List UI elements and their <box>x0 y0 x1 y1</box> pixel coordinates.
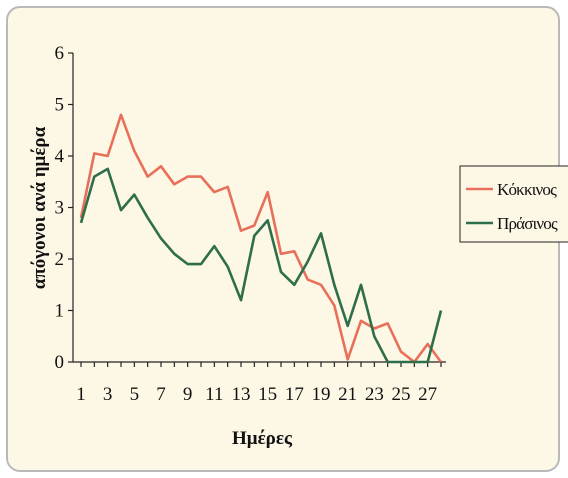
x-tick-label: 13 <box>232 384 251 405</box>
y-tick-label: 5 <box>55 95 65 116</box>
x-tick-label: 25 <box>392 384 411 405</box>
y-axis-title: απόγονοι ανά ημέρα <box>29 126 50 289</box>
y-tick-label: 4 <box>55 146 65 167</box>
legend-box <box>459 165 568 243</box>
x-tick-label: 27 <box>418 384 437 405</box>
x-axis-title: Ημέρες <box>232 428 293 449</box>
x-tick-label: 21 <box>338 384 357 405</box>
y-tick-label: 0 <box>55 352 65 373</box>
x-tick-label: 17 <box>285 384 304 405</box>
y-tick-label: 1 <box>55 301 65 322</box>
series-line-2 <box>79 167 443 364</box>
x-tick-label: 15 <box>258 384 277 405</box>
x-tick-label: 3 <box>103 384 113 405</box>
x-tick-label: 19 <box>312 384 331 405</box>
legend-label-series-2: Πράσινος <box>497 214 558 233</box>
x-tick-label: 23 <box>365 384 384 405</box>
legend-label-series-1: Κόκκινος <box>497 180 557 199</box>
y-tick-label: 3 <box>55 198 65 219</box>
series-line-1 <box>79 113 443 364</box>
x-tick-label: 5 <box>130 384 140 405</box>
x-tick-label: 7 <box>156 384 166 405</box>
y-tick-label: 6 <box>55 43 65 64</box>
chart-axes <box>72 53 446 363</box>
legend: Κόκκινος Πράσινος <box>459 165 568 243</box>
y-tick-label: 2 <box>55 249 65 270</box>
x-tick-label: 1 <box>76 384 86 405</box>
x-tick-label: 9 <box>183 384 193 405</box>
x-tick-label: 11 <box>205 384 223 405</box>
